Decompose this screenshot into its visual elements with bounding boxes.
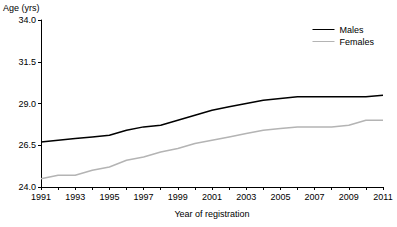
svg-text:1995: 1995: [99, 192, 119, 202]
svg-text:Year of registration: Year of registration: [174, 209, 249, 219]
svg-text:2007: 2007: [305, 192, 325, 202]
svg-text:1991: 1991: [31, 192, 51, 202]
svg-text:26.5: 26.5: [18, 140, 36, 150]
svg-text:Age (yrs): Age (yrs): [3, 3, 40, 13]
svg-text:29.0: 29.0: [18, 99, 36, 109]
svg-text:2005: 2005: [270, 192, 290, 202]
svg-text:Females: Females: [339, 37, 374, 47]
svg-text:2011: 2011: [373, 192, 392, 202]
svg-text:34.0: 34.0: [18, 15, 36, 25]
svg-text:31.5: 31.5: [18, 57, 36, 67]
svg-text:2003: 2003: [236, 192, 256, 202]
svg-text:1993: 1993: [65, 192, 85, 202]
svg-text:Males: Males: [339, 25, 364, 35]
svg-text:24.0: 24.0: [18, 182, 36, 192]
svg-text:1999: 1999: [168, 192, 188, 202]
svg-text:1997: 1997: [134, 192, 154, 202]
svg-text:2009: 2009: [339, 192, 359, 202]
svg-text:2001: 2001: [202, 192, 222, 202]
